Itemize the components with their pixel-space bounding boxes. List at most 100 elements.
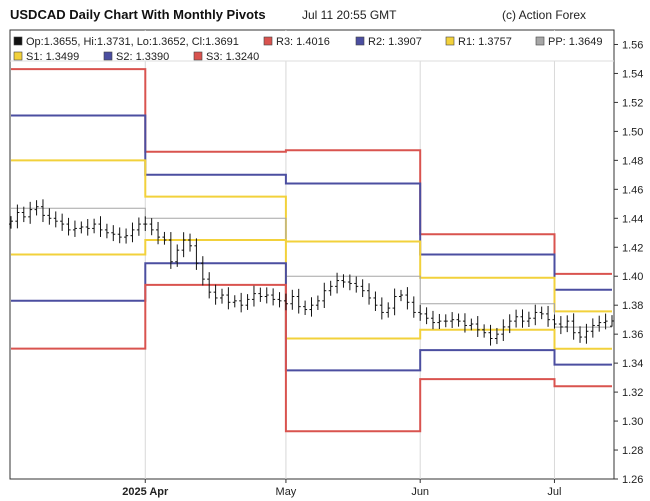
ohlc-bar	[168, 232, 173, 269]
x-tick-label: Jul	[547, 486, 561, 498]
ohlc-bar	[443, 314, 448, 328]
ohlc-bar	[72, 220, 77, 237]
ohlc-bar	[469, 318, 474, 331]
ohlc-bar	[507, 314, 512, 334]
pivot-line-s3	[11, 283, 612, 433]
ohlc-bar	[392, 288, 397, 316]
ohlc-bar	[399, 289, 404, 302]
x-axis: 2025 Apr May Jun Jul	[122, 479, 561, 498]
ohlc-bar	[430, 310, 435, 330]
ohlc-bar	[488, 324, 493, 346]
y-tick-label: 1.26	[622, 474, 643, 486]
ohlc-bar	[21, 206, 26, 223]
y-tick-label: 1.44	[622, 213, 643, 225]
ohlc-bar	[136, 217, 141, 236]
legend-label: S3: 1.3240	[206, 51, 259, 63]
ohlc-bar	[584, 323, 589, 344]
ohlc-bar	[264, 287, 269, 304]
ohlc-bar	[590, 318, 595, 338]
ohlc-bar	[552, 314, 557, 329]
legend-entry: R1: 1.3757	[445, 36, 512, 48]
ohlc-bar	[98, 216, 103, 237]
ohlc-bar	[15, 204, 20, 229]
legend-swatch	[193, 51, 203, 61]
ohlc-bar	[53, 211, 58, 228]
ohlc-bar	[360, 279, 365, 298]
y-tick-label: 1.54	[622, 68, 643, 80]
legend-entry: R3: 1.4016	[263, 36, 330, 48]
y-tick-label: 1.42	[622, 242, 643, 254]
ohlc-bar	[546, 305, 551, 327]
ohlc-bar	[322, 282, 327, 309]
ohlc-bar	[335, 272, 340, 294]
ohlc-bar	[60, 213, 65, 231]
ohlc-bar	[213, 284, 218, 305]
ohlc-bar	[315, 295, 320, 310]
ohlc-bar	[482, 324, 487, 338]
pivot-line-r2	[11, 114, 612, 291]
ohlc-bar	[156, 221, 161, 245]
ohlc-bar	[475, 316, 480, 337]
chart-title: USDCAD Daily Chart With Monthly Pivots	[10, 7, 266, 22]
ohlc-bar	[111, 225, 116, 242]
legend-swatch	[355, 36, 365, 46]
ohlc-bar	[565, 315, 570, 333]
x-tick-label: Jun	[411, 486, 429, 498]
ohlc-bar	[181, 232, 186, 258]
ohlc-bar	[411, 296, 416, 318]
legend-entry: S2: 1.3390	[103, 51, 169, 63]
ohlc-bar	[258, 287, 263, 302]
y-tick-label: 1.38	[622, 300, 643, 312]
y-tick-label: 1.30	[622, 416, 643, 428]
legend-swatch	[535, 36, 545, 46]
price-bars	[9, 199, 614, 346]
ohlc-bar	[79, 221, 84, 234]
y-tick-label: 1.46	[622, 184, 643, 196]
y-tick-label: 1.52	[622, 97, 643, 109]
legend-entry: R2: 1.3907	[355, 36, 422, 48]
ohlc-bar	[47, 208, 52, 225]
y-tick-label: 1.28	[622, 445, 643, 457]
ohlc-bar	[162, 231, 167, 245]
ohlc-bar	[494, 327, 499, 345]
legend-entry: S1: 1.3499	[13, 51, 79, 63]
legend-entry: Op:1.3655, Hi:1.3731, Lo:1.3652, Cl:1.36…	[13, 36, 239, 48]
ohlc-bar	[341, 274, 346, 288]
x-tick-label: May	[276, 486, 297, 498]
legend-label: S1: 1.3499	[26, 51, 79, 63]
legend-swatch	[103, 51, 113, 61]
ohlc-bar	[124, 228, 129, 244]
ohlc-bar	[277, 292, 282, 308]
ohlc-bar	[303, 300, 308, 315]
x-tick-label: 2025 Apr	[122, 486, 169, 498]
legend-label: S2: 1.3390	[116, 51, 169, 63]
ohlc-bar	[296, 288, 301, 314]
chart-datetime: Jul 11 20:55 GMT	[302, 8, 397, 22]
y-tick-label: 1.32	[622, 387, 643, 399]
ohlc-bar	[578, 326, 583, 343]
y-tick-label: 1.40	[622, 271, 643, 283]
ohlc-bar	[418, 304, 423, 321]
ohlc-bar	[610, 315, 614, 327]
ohlc-bar	[130, 222, 135, 243]
ohlc-bar	[462, 313, 467, 333]
legend-label: PP: 1.3649	[548, 36, 602, 48]
legend-entry: S3: 1.3240	[193, 51, 259, 63]
ohlc-bar	[188, 233, 193, 252]
ohlc-bar	[92, 218, 97, 234]
ohlc-bar	[219, 288, 224, 304]
ohlc-bar	[437, 313, 442, 330]
legend-label: R3: 1.4016	[276, 36, 330, 48]
ohlc-bar	[514, 309, 519, 328]
ohlc-bar	[450, 312, 455, 328]
pivot-line-r1	[11, 159, 612, 313]
ohlc-bar	[117, 227, 122, 244]
legend-swatch	[263, 36, 273, 46]
ohlc-bar	[328, 280, 333, 296]
y-tick-label: 1.34	[622, 358, 643, 370]
ohlc-bar	[558, 316, 563, 335]
ohlc-bar	[539, 306, 544, 320]
ohlc-bar	[571, 313, 576, 340]
ohlc-bar	[533, 304, 538, 326]
